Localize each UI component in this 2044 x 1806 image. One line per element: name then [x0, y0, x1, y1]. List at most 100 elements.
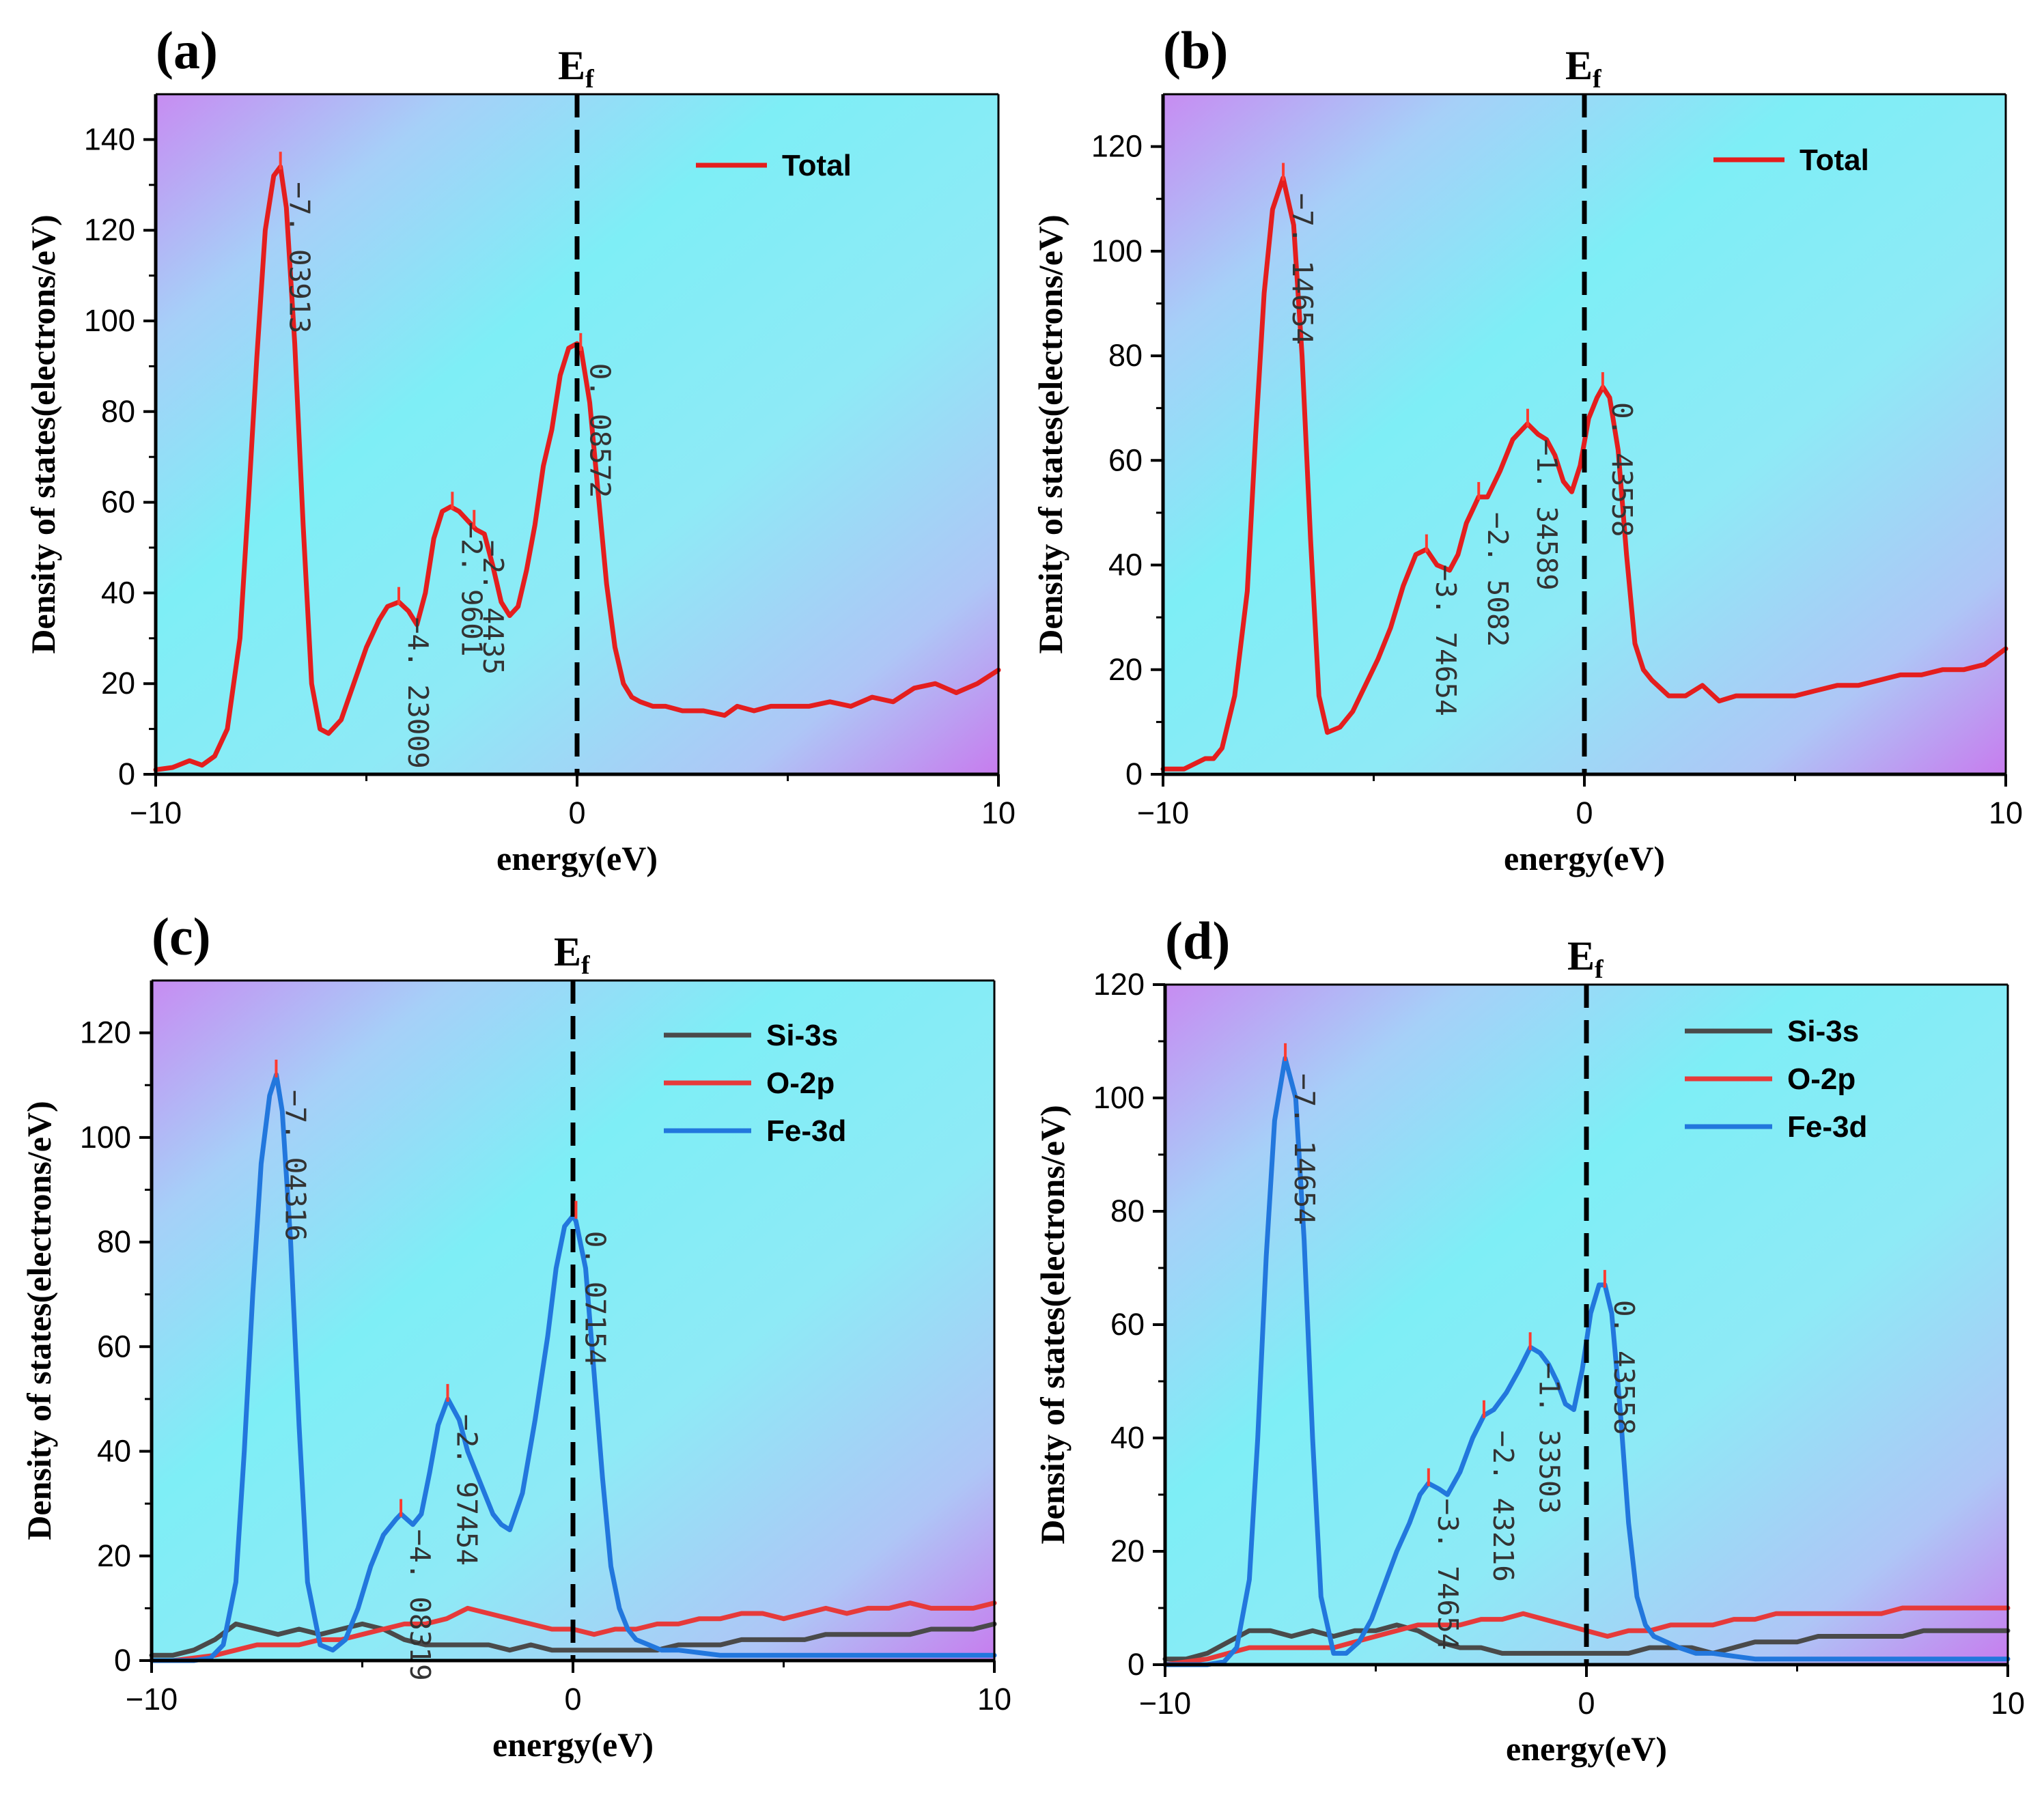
- y-tick-label: 120: [80, 1015, 131, 1050]
- series-line-fe-3d: [149, 1072, 997, 1663]
- y-tick-label: 20: [97, 1538, 131, 1573]
- y-tick-label: 120: [1093, 967, 1145, 1002]
- y-tick-label: 40: [1110, 1420, 1145, 1455]
- panel-tag: (b): [1163, 20, 1228, 80]
- y-tick-label: 60: [1108, 442, 1143, 477]
- y-tick-label: 20: [101, 666, 135, 701]
- peak-label: −7. 14654: [1286, 193, 1319, 345]
- peak-label: −2. 9601: [455, 522, 488, 656]
- y-tick-label: 60: [97, 1329, 131, 1364]
- legend-label: Total: [782, 149, 852, 182]
- legend: Si-3s O-2p Fe-3d: [1685, 1015, 1867, 1144]
- y-axis-title: Density of states(electrons/eV): [24, 214, 62, 653]
- peak-label: 0. 07154: [578, 1231, 611, 1366]
- fermi-level-label-main: E: [1567, 933, 1595, 978]
- panel-tag: (a): [156, 20, 218, 80]
- y-tick-label: 40: [101, 575, 135, 610]
- y-tick-label: 20: [1108, 652, 1143, 687]
- y-tick-label: 40: [97, 1434, 131, 1469]
- peak-label: −7. 03913: [283, 182, 316, 333]
- series-line-total: [153, 164, 1001, 772]
- y-tick-label: 120: [1091, 129, 1143, 164]
- peak-label: −2. 4435: [477, 540, 509, 675]
- y-tick-label: 0: [1128, 1647, 1145, 1682]
- x-tick-label: −10: [1139, 1686, 1191, 1721]
- y-tick-label: 80: [1110, 1194, 1145, 1228]
- fermi-level-label: Ef: [1565, 43, 1602, 94]
- y-tick-label: 80: [101, 394, 135, 429]
- x-tick-label: 10: [1991, 1686, 2025, 1721]
- panel-b: −7. 14654 −3. 74654 −2. 5082 −1. 34589 0. 43…: [1031, 20, 2023, 877]
- y-tick-label: 100: [80, 1120, 131, 1155]
- legend-label: O-2p: [1787, 1062, 1856, 1096]
- fermi-level-label-main: E: [1565, 43, 1593, 88]
- x-tick-label: 10: [977, 1682, 1011, 1717]
- y-tick-label: 120: [84, 212, 135, 247]
- peak-label: −4. 08319: [404, 1529, 436, 1681]
- y-tick-label: 20: [1110, 1534, 1145, 1568]
- fermi-level-label-sub: f: [1595, 955, 1604, 984]
- series-line-total: [1160, 175, 2008, 772]
- peak-label: −2. 43216: [1487, 1430, 1520, 1582]
- x-tick-label: 0: [1578, 1686, 1595, 1721]
- x-tick-label: 10: [981, 795, 1016, 830]
- peak-label: −1. 33503: [1533, 1362, 1566, 1514]
- legend: Si-3s O-2p Fe-3d: [664, 1019, 846, 1148]
- fermi-level-label-main: E: [558, 43, 585, 88]
- x-tick-label: 0: [564, 1682, 581, 1717]
- fermi-level-label: Ef: [554, 929, 591, 980]
- fermi-level-label-main: E: [554, 929, 581, 974]
- legend: Total: [1713, 143, 1869, 177]
- panel-d: −7. 14654 −3. 74654 −2. 43216 −1. 33503 0. 4…: [1033, 911, 2025, 1768]
- panel-c: −7. 04316 −4. 08319 −2. 97454 0. 07154 0 20 40…: [20, 907, 1011, 1764]
- series-line-si-3s: [149, 1621, 997, 1658]
- fermi-level-label-sub: f: [581, 951, 591, 980]
- x-axis-title: energy(eV): [496, 839, 658, 877]
- peak-label: 0. 08572: [583, 363, 616, 498]
- peak-label: −7. 14654: [1288, 1073, 1321, 1225]
- x-tick-label: 10: [1989, 795, 2023, 830]
- x-axis-title: energy(eV): [1504, 839, 1665, 877]
- y-tick-label: 0: [1125, 757, 1143, 791]
- y-tick-label: 80: [97, 1224, 131, 1259]
- legend-label: Si-3s: [766, 1019, 838, 1052]
- x-tick-label: 0: [1576, 795, 1593, 830]
- x-tick-label: −10: [1137, 795, 1189, 830]
- x-axis-title: energy(eV): [492, 1725, 654, 1764]
- peak-label: −2. 5082: [1481, 512, 1514, 647]
- peak-label: −3. 74654: [1431, 1498, 1464, 1650]
- peak-label: −1. 34589: [1530, 439, 1563, 591]
- peak-label: −4. 23009: [402, 617, 434, 769]
- y-axis-title: Density of states(electrons/eV): [1031, 214, 1069, 653]
- peak-label: 0. 43558: [1608, 1300, 1640, 1435]
- y-tick-label: 80: [1108, 338, 1143, 373]
- series-line-si-3s: [1162, 1622, 2011, 1662]
- x-tick-label: 0: [568, 795, 585, 830]
- legend-label: O-2p: [766, 1067, 835, 1100]
- panel-a: −7. 03913 −4. 23009 −2. 9601−2. 4435 0. 085…: [24, 20, 1016, 877]
- panel-tag: (c): [152, 907, 211, 966]
- y-tick-label: 0: [118, 757, 135, 791]
- peak-label: −3. 74654: [1429, 565, 1462, 716]
- x-axis-title: energy(eV): [1506, 1730, 1667, 1768]
- y-axis-title: Density of states(electrons/eV): [20, 1101, 58, 1540]
- legend-label: Si-3s: [1787, 1015, 1859, 1048]
- y-tick-label: 100: [1091, 234, 1143, 268]
- x-tick-label: −10: [126, 1682, 178, 1717]
- y-axis-title: Density of states(electrons/eV): [1033, 1105, 1072, 1544]
- peak-label: −7. 04316: [279, 1090, 311, 1241]
- y-tick-label: 100: [84, 303, 135, 338]
- y-tick-label: 40: [1108, 548, 1143, 582]
- y-tick-label: 100: [1093, 1080, 1145, 1115]
- legend-label: Total: [1800, 143, 1869, 177]
- y-tick-label: 0: [114, 1643, 131, 1678]
- legend-label: Fe-3d: [1787, 1110, 1867, 1144]
- series-line-fe-3d: [1162, 1056, 2011, 1667]
- peak-label: −2. 97454: [451, 1414, 484, 1566]
- y-tick-label: 60: [1110, 1307, 1145, 1342]
- fermi-level-label-sub: f: [1593, 65, 1602, 94]
- y-tick-label: 140: [84, 122, 135, 156]
- y-tick-label: 60: [101, 485, 135, 520]
- fermi-level-label-sub: f: [585, 65, 595, 94]
